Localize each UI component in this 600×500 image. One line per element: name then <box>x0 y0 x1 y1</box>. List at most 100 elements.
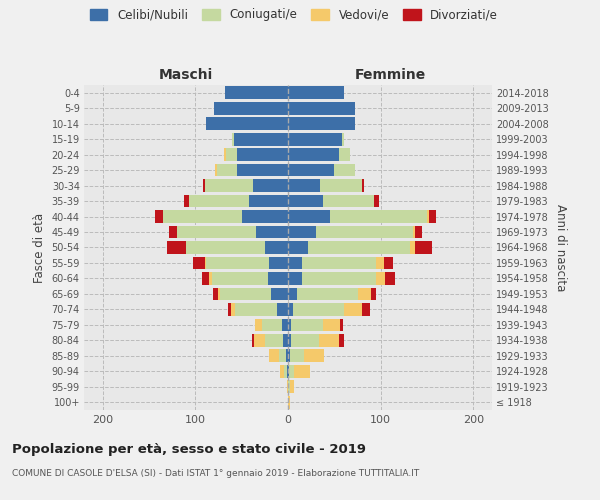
Bar <box>288 118 355 130</box>
Bar <box>214 102 288 115</box>
Bar <box>304 350 324 362</box>
Bar <box>376 272 385 285</box>
Bar <box>288 86 344 99</box>
Bar <box>224 148 226 161</box>
Bar <box>284 365 287 378</box>
Bar <box>288 102 355 115</box>
Bar <box>385 272 395 285</box>
Bar <box>288 164 334 176</box>
Bar <box>302 256 376 270</box>
Bar <box>415 226 422 238</box>
Bar <box>288 365 289 378</box>
Bar <box>374 194 379 207</box>
Bar <box>186 241 265 254</box>
Bar <box>290 380 295 393</box>
Bar <box>297 288 358 300</box>
Bar <box>323 194 374 207</box>
Bar <box>288 318 291 331</box>
Bar <box>235 303 277 316</box>
Bar <box>293 365 310 378</box>
Bar <box>383 256 393 270</box>
Bar <box>193 256 205 270</box>
Bar <box>288 288 297 300</box>
Bar <box>330 210 427 223</box>
Y-axis label: Anni di nascita: Anni di nascita <box>554 204 568 291</box>
Bar <box>234 133 288 145</box>
Bar <box>218 288 220 300</box>
Bar <box>169 226 177 238</box>
Bar <box>339 334 344 346</box>
Bar <box>226 148 237 161</box>
Bar <box>362 303 370 316</box>
Bar <box>291 318 323 331</box>
Bar <box>320 179 362 192</box>
Bar <box>268 272 288 285</box>
Bar <box>358 288 371 300</box>
Bar <box>155 210 163 223</box>
Bar <box>254 318 262 331</box>
Bar <box>217 164 237 176</box>
Bar <box>189 194 249 207</box>
Bar <box>184 194 189 207</box>
Bar <box>279 350 286 362</box>
Bar <box>271 288 288 300</box>
Text: COMUNE DI CASOLE D'ELSA (SI) - Dati ISTAT 1° gennaio 2019 - Elaborazione TUTTITA: COMUNE DI CASOLE D'ELSA (SI) - Dati ISTA… <box>12 469 419 478</box>
Bar <box>237 148 288 161</box>
Bar <box>308 241 410 254</box>
Bar <box>429 210 436 223</box>
Bar <box>277 303 288 316</box>
Bar <box>288 350 290 362</box>
Bar <box>323 318 340 331</box>
Bar <box>287 380 288 393</box>
Bar <box>302 272 376 285</box>
Bar <box>237 164 288 176</box>
Bar <box>283 318 288 331</box>
Bar <box>269 256 288 270</box>
Bar <box>265 334 283 346</box>
Bar <box>288 334 291 346</box>
Bar <box>427 210 429 223</box>
Bar <box>413 226 415 238</box>
Bar <box>283 334 288 346</box>
Bar <box>256 226 288 238</box>
Bar <box>249 194 288 207</box>
Bar <box>288 148 339 161</box>
Bar <box>288 303 293 316</box>
Bar <box>316 226 413 238</box>
Bar <box>289 365 293 378</box>
Bar <box>362 179 364 192</box>
Bar <box>344 303 362 316</box>
Bar <box>228 303 230 316</box>
Bar <box>410 241 415 254</box>
Bar <box>288 194 323 207</box>
Bar <box>287 365 288 378</box>
Bar <box>291 334 319 346</box>
Bar <box>167 241 186 254</box>
Bar <box>202 272 209 285</box>
Bar <box>212 272 268 285</box>
Bar <box>225 86 288 99</box>
Bar <box>253 179 288 192</box>
Bar <box>252 334 254 346</box>
Bar <box>290 350 304 362</box>
Bar <box>213 288 218 300</box>
Bar <box>371 288 376 300</box>
Bar <box>280 365 284 378</box>
Text: Femmine: Femmine <box>355 68 425 82</box>
Legend: Celibi/Nubili, Coniugati/e, Vedovi/e, Divorziati/e: Celibi/Nubili, Coniugati/e, Vedovi/e, Di… <box>88 6 500 24</box>
Bar <box>288 396 290 408</box>
Bar <box>205 179 253 192</box>
Bar <box>342 133 344 145</box>
Bar <box>209 272 212 285</box>
Bar <box>415 241 432 254</box>
Bar <box>288 380 290 393</box>
Bar <box>376 256 383 270</box>
Text: Maschi: Maschi <box>159 68 213 82</box>
Bar <box>288 256 302 270</box>
Bar <box>206 256 269 270</box>
Bar <box>230 303 235 316</box>
Bar <box>319 334 339 346</box>
Bar <box>334 164 355 176</box>
Bar <box>215 164 217 176</box>
Bar <box>265 241 288 254</box>
